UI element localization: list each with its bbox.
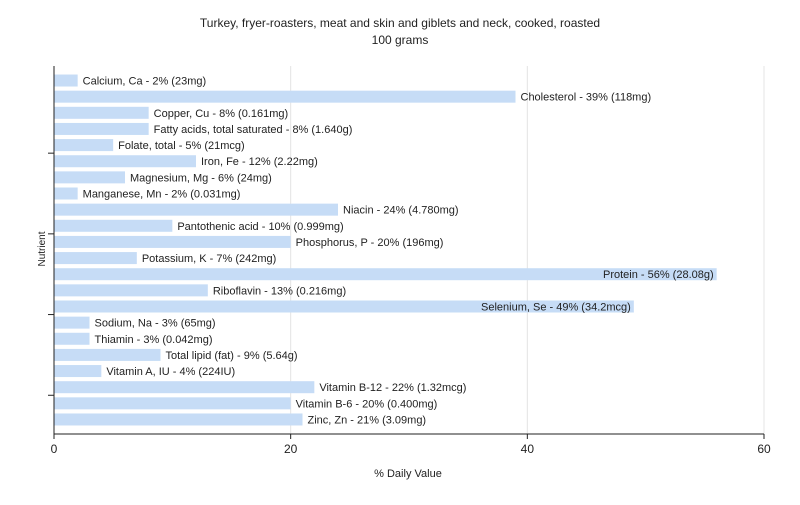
chart-title: Turkey, fryer-roasters, meat and skin an… (200, 16, 600, 30)
bar-label: Fatty acids, total saturated - 8% (1.640… (154, 124, 353, 136)
chart-subtitle: 100 grams (372, 33, 429, 47)
bar-label: Sodium, Na - 3% (65mg) (95, 318, 216, 330)
bar-label: Phosphorus, P - 20% (196mg) (296, 237, 444, 249)
bar (54, 171, 125, 184)
grid-lines (290, 66, 765, 434)
bar (54, 106, 149, 119)
bar (54, 316, 90, 329)
bar-label: Riboflavin - 13% (0.216mg) (213, 285, 346, 297)
bar (54, 155, 196, 168)
bar (54, 381, 315, 394)
bar (54, 300, 634, 313)
bar-label: Folate, total - 5% (21mcg) (118, 140, 245, 152)
bar (54, 252, 137, 265)
bar (54, 365, 102, 378)
bar (54, 122, 149, 135)
bar (54, 139, 114, 152)
bar-label: Vitamin B-6 - 20% (0.400mg) (296, 398, 438, 410)
bar (54, 268, 717, 281)
bar (54, 187, 78, 200)
bar-label: Potassium, K - 7% (242mg) (142, 253, 276, 265)
bar (54, 413, 303, 426)
bar (54, 219, 173, 232)
y-axis-label: Nutrient (37, 231, 48, 266)
bar (54, 332, 90, 345)
bar (54, 203, 338, 216)
x-axis-ticks: 0 20 40 60 (51, 434, 771, 456)
x-tick-label: 40 (521, 442, 535, 456)
x-tick-label: 20 (284, 442, 298, 456)
bar-label: Thiamin - 3% (0.042mg) (95, 334, 213, 346)
bars: Calcium, Ca - 2% (23mg) Cholesterol - 39%… (54, 74, 717, 426)
bar-label: Protein - 56% (28.08g) (603, 269, 714, 281)
x-tick-label: 60 (757, 442, 771, 456)
bar-label: Total lipid (fat) - 9% (5.64g) (166, 350, 298, 362)
bar-label: Zinc, Zn - 21% (3.09mg) (308, 414, 427, 426)
bar (54, 235, 291, 248)
bar-label: Pantothenic acid - 10% (0.999mg) (177, 221, 343, 233)
bar-label: Copper, Cu - 8% (0.161mg) (154, 108, 289, 120)
bar-label: Vitamin A, IU - 4% (224IU) (106, 366, 235, 378)
x-tick-label: 0 (51, 442, 58, 456)
bar-label: Cholesterol - 39% (118mg) (521, 92, 652, 104)
axes (48, 66, 764, 435)
bar-label: Calcium, Ca - 2% (23mg) (83, 76, 206, 88)
bar (54, 397, 291, 410)
bar (54, 90, 516, 103)
bar (54, 348, 161, 361)
bar-label: Magnesium, Mg - 6% (24mg) (130, 172, 272, 184)
bar-label: Vitamin B-12 - 22% (1.32mcg) (319, 382, 466, 394)
bar-label: Selenium, Se - 49% (34.2mcg) (481, 301, 631, 313)
bar-label: Niacin - 24% (4.780mg) (343, 205, 459, 217)
x-axis-label: % Daily Value (374, 468, 442, 480)
bar-label: Manganese, Mn - 2% (0.031mg) (83, 189, 241, 201)
bar-label: Iron, Fe - 12% (2.22mg) (201, 156, 318, 168)
bar (54, 284, 208, 297)
bar (54, 74, 78, 87)
